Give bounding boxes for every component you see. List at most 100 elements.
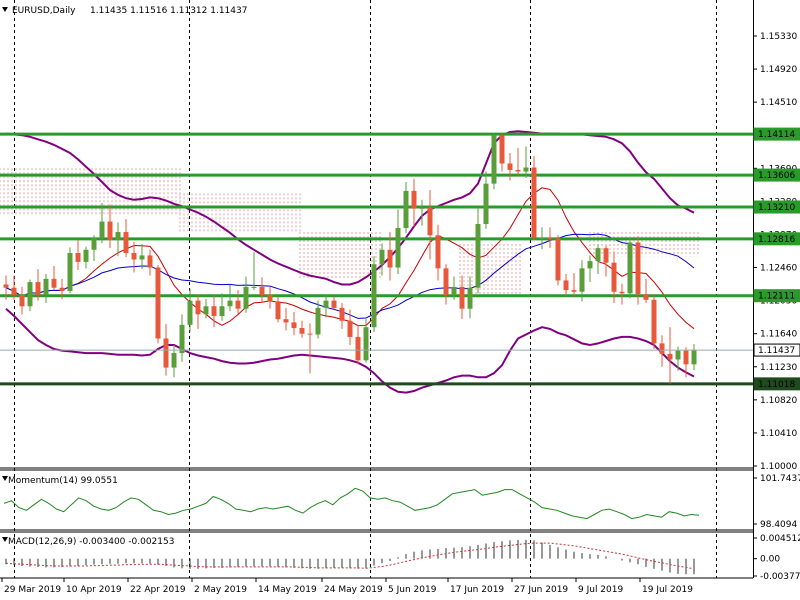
candle-body <box>507 163 513 170</box>
candle <box>451 276 457 300</box>
candle-body <box>635 242 641 295</box>
price-tag-label: 1.11018 <box>758 380 795 390</box>
time-tick-label: 5 Jun 2019 <box>388 585 437 595</box>
candle <box>603 245 609 277</box>
candle <box>667 327 673 384</box>
macd-tick-label: 0.004512 <box>760 534 800 544</box>
bollinger-lower <box>5 307 695 394</box>
candle-body <box>339 307 345 321</box>
candle-body <box>283 319 289 323</box>
candle-body <box>603 248 609 263</box>
price-tag-label: 1.14114 <box>758 130 795 140</box>
candle-body <box>107 221 113 241</box>
price-tag-bg <box>753 289 800 303</box>
candle <box>443 264 449 305</box>
candle <box>459 275 465 320</box>
candle-body <box>35 282 41 295</box>
chart-header: EURUSD,Daily 1.11435 1.11516 1.11312 1.1… <box>2 6 247 16</box>
collapse-triangle-icon[interactable] <box>2 476 8 481</box>
candle-body <box>683 350 689 365</box>
candle-body <box>587 261 593 269</box>
candle-body <box>643 294 649 300</box>
candle <box>139 244 145 270</box>
candle <box>35 269 41 301</box>
candle-body <box>243 286 249 309</box>
price-tag-label: 1.13210 <box>758 203 795 213</box>
candle-body <box>139 255 145 260</box>
price-tick-label: 1.11640 <box>760 330 797 340</box>
candle <box>219 293 225 321</box>
candle-body <box>459 286 465 309</box>
candle <box>3 275 9 300</box>
candle-body <box>659 343 665 354</box>
macd-axis: 0.004512 0.00 -0.003776 <box>753 534 800 582</box>
time-tick-label: 19 Jul 2019 <box>642 585 693 595</box>
candle <box>595 244 601 274</box>
candle-body <box>483 183 489 224</box>
candle <box>131 241 137 273</box>
collapse-triangle-icon[interactable] <box>2 537 8 542</box>
candle-body <box>443 268 449 295</box>
candle-body <box>395 228 401 268</box>
price-tick-label: 1.14920 <box>760 65 797 75</box>
candle <box>283 307 289 331</box>
price-tick-label: 1.15330 <box>760 32 797 42</box>
candle-body <box>555 238 561 281</box>
level-price-tag: 1.12111 <box>753 289 800 303</box>
candle <box>19 286 25 315</box>
candle-body <box>539 237 545 239</box>
candle-body <box>179 324 185 354</box>
candle <box>291 311 297 336</box>
candle <box>371 256 377 333</box>
candle <box>611 251 617 304</box>
candle <box>155 265 161 344</box>
candle-body <box>155 267 161 339</box>
candle-body <box>691 349 697 365</box>
candle <box>203 299 209 319</box>
candle <box>299 320 305 338</box>
macd-signal-line <box>5 542 695 570</box>
candle <box>563 273 569 297</box>
candle <box>187 288 193 333</box>
candle-body <box>275 301 281 320</box>
candle <box>379 243 385 276</box>
candle-body <box>323 300 329 308</box>
price-tag-bg <box>753 377 800 391</box>
level-price-tags: 1.14114 1.13606 1.13210 1.12816 1.12111 1.110… <box>753 127 800 391</box>
candle <box>195 294 201 329</box>
momentum-axis: 101.7437 98.4094 <box>753 474 800 530</box>
candle-body <box>579 268 585 292</box>
candle-body <box>499 135 505 164</box>
candle <box>539 227 545 249</box>
candle <box>435 224 441 281</box>
price-tag-bg <box>753 200 800 214</box>
candle <box>59 278 65 300</box>
candle <box>515 148 521 177</box>
collapse-triangle-icon[interactable] <box>2 7 8 12</box>
candle-body <box>211 306 217 316</box>
ohlc-label: 1.11435 1.11516 1.11312 1.11437 <box>90 6 247 16</box>
candle <box>339 303 345 329</box>
candle-body <box>307 333 313 335</box>
candle <box>115 222 121 257</box>
time-tick-label: 22 Apr 2019 <box>130 585 186 595</box>
candle-body <box>3 284 9 288</box>
candle <box>355 324 361 365</box>
candle-body <box>299 328 305 334</box>
time-axis: 29 Mar 2019 10 Apr 2019 22 Apr 2019 2 May 2… <box>1 578 693 595</box>
candle <box>643 278 649 304</box>
time-tick-label: 17 Jun 2019 <box>450 585 504 595</box>
candle <box>83 246 89 269</box>
candle-body <box>315 307 321 335</box>
candle-body <box>251 286 257 288</box>
price-tick-label: 1.10410 <box>760 429 797 439</box>
candle-body <box>531 167 537 238</box>
candle <box>227 284 233 312</box>
candle-body <box>371 264 377 328</box>
panel-frames <box>0 0 754 579</box>
candle-body <box>467 287 473 309</box>
candle-body <box>259 286 265 295</box>
momentum-label: Momentum(14) 99.0551 <box>8 476 118 486</box>
